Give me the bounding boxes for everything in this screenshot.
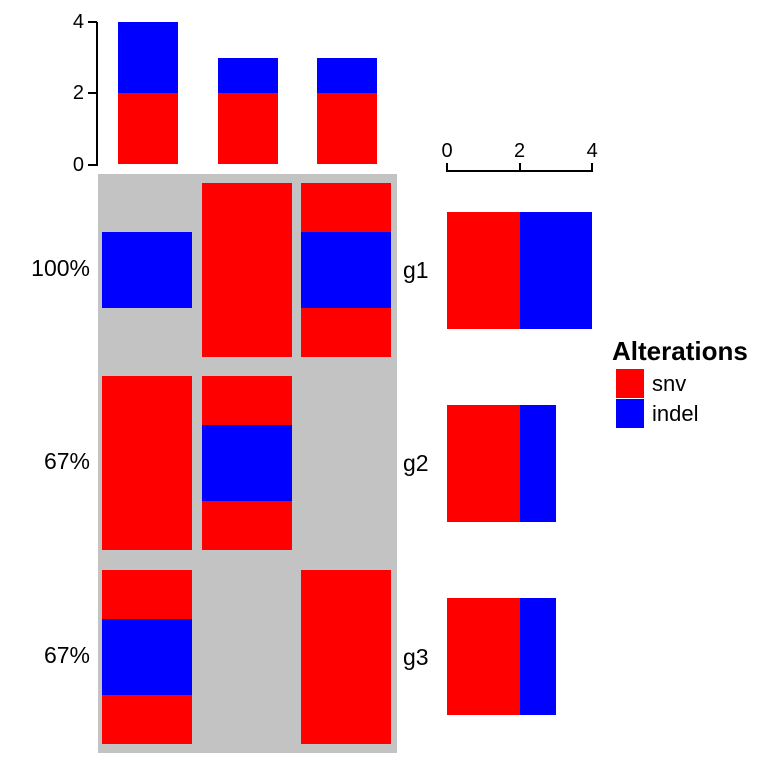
cell-snv bbox=[102, 376, 192, 550]
top-bar-segment-indel bbox=[117, 22, 178, 94]
cell-snv bbox=[202, 183, 292, 357]
row-percent-label: 67% bbox=[43, 641, 90, 668]
y-axis-tick bbox=[87, 21, 97, 24]
cell-indel bbox=[102, 618, 192, 695]
cell-indel bbox=[301, 232, 391, 308]
x-axis-tick bbox=[591, 163, 594, 171]
gene-label: g1 bbox=[403, 257, 429, 283]
top-bar-segment-snv bbox=[317, 93, 378, 165]
legend-swatch-snv bbox=[616, 369, 644, 398]
top-bar-segment-indel bbox=[217, 57, 278, 94]
legend-item-label: indel bbox=[652, 400, 699, 426]
y-axis-tick-label: 4 bbox=[72, 11, 84, 34]
row-percent-label: 100% bbox=[31, 255, 90, 281]
x-axis-tick-label: 2 bbox=[514, 140, 526, 162]
x-axis-tick-label: 0 bbox=[441, 140, 453, 162]
legend-swatch-indel bbox=[616, 398, 644, 428]
right-bar-segment-snv bbox=[447, 598, 520, 715]
right-bar-segment-snv bbox=[447, 404, 520, 522]
legend-item-label: snv bbox=[652, 371, 687, 396]
legend-title: Alterations bbox=[612, 336, 748, 366]
right-bar-segment-indel bbox=[519, 598, 556, 715]
right-bar-segment-indel bbox=[519, 211, 593, 329]
x-axis-line bbox=[446, 170, 594, 172]
y-axis-tick-label: 2 bbox=[72, 82, 84, 105]
x-axis-tick bbox=[446, 163, 448, 171]
gene-label: g3 bbox=[403, 643, 429, 670]
y-axis-line bbox=[95, 22, 98, 166]
y-axis-tick bbox=[87, 92, 97, 95]
row-percent-label: 67% bbox=[43, 448, 90, 474]
top-bar-segment-snv bbox=[117, 93, 178, 165]
cell-indel bbox=[102, 232, 192, 308]
top-bar-segment-snv bbox=[217, 93, 278, 165]
x-axis-tick-label: 4 bbox=[586, 140, 598, 162]
right-bar-segment-indel bbox=[519, 404, 556, 522]
top-bar-segment-indel bbox=[317, 57, 378, 94]
y-axis-tick-label: 0 bbox=[72, 153, 84, 176]
right-bar-segment-snv bbox=[447, 211, 520, 329]
gene-label: g2 bbox=[403, 450, 429, 476]
y-axis-tick bbox=[87, 163, 97, 166]
cell-indel bbox=[202, 425, 292, 501]
cell-snv bbox=[301, 569, 391, 744]
x-axis-tick bbox=[518, 163, 521, 171]
